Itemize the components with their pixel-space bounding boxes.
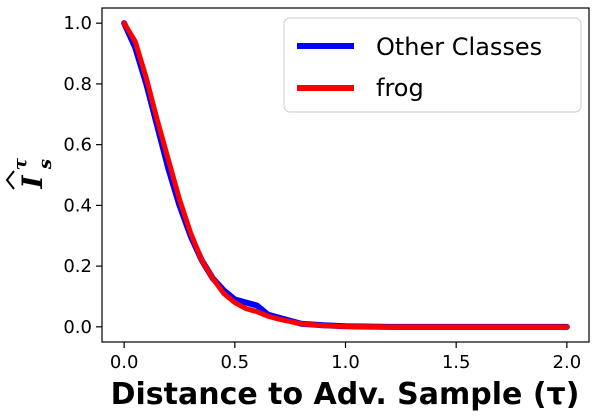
legend: Other Classes frog bbox=[283, 17, 582, 113]
y-axis-label: I τ s bbox=[5, 157, 56, 190]
x-tick-label: 2.0 bbox=[553, 352, 582, 373]
y-tick-label: 0.8 bbox=[63, 74, 92, 95]
x-tick-label: 1.5 bbox=[442, 352, 471, 373]
legend-label-other-classes: Other Classes bbox=[376, 33, 542, 61]
x-tick-label: 0.5 bbox=[220, 352, 249, 373]
y-tick-label: 0.2 bbox=[63, 256, 92, 277]
x-tick-label: 0.0 bbox=[110, 352, 139, 373]
y-axis-label-hat bbox=[5, 170, 15, 190]
y-tick-label: 0.6 bbox=[63, 135, 92, 156]
y-axis-label-superscript: τ bbox=[10, 157, 31, 170]
y-tick-label: 0.4 bbox=[63, 195, 92, 216]
series-group bbox=[121, 20, 570, 330]
series-line-frog bbox=[121, 20, 570, 330]
legend-label-frog: frog bbox=[376, 74, 424, 102]
legend-box bbox=[283, 17, 582, 113]
x-tick-label: 1.0 bbox=[331, 352, 360, 373]
x-axis-label: Distance to Adv. Sample (τ) bbox=[111, 377, 580, 412]
plot-frame bbox=[101, 7, 590, 343]
y-tick-label: 0.0 bbox=[63, 317, 92, 338]
y-tick-label: 1.0 bbox=[63, 13, 92, 34]
y-axis-label-subscript: s bbox=[35, 159, 56, 170]
tick-group: 0.0 0.5 1.0 1.5 2.0 0.0 0.2 0.4 0.6 0.8 1.0 bbox=[63, 13, 581, 373]
y-axis-label-main: I bbox=[16, 175, 49, 190]
